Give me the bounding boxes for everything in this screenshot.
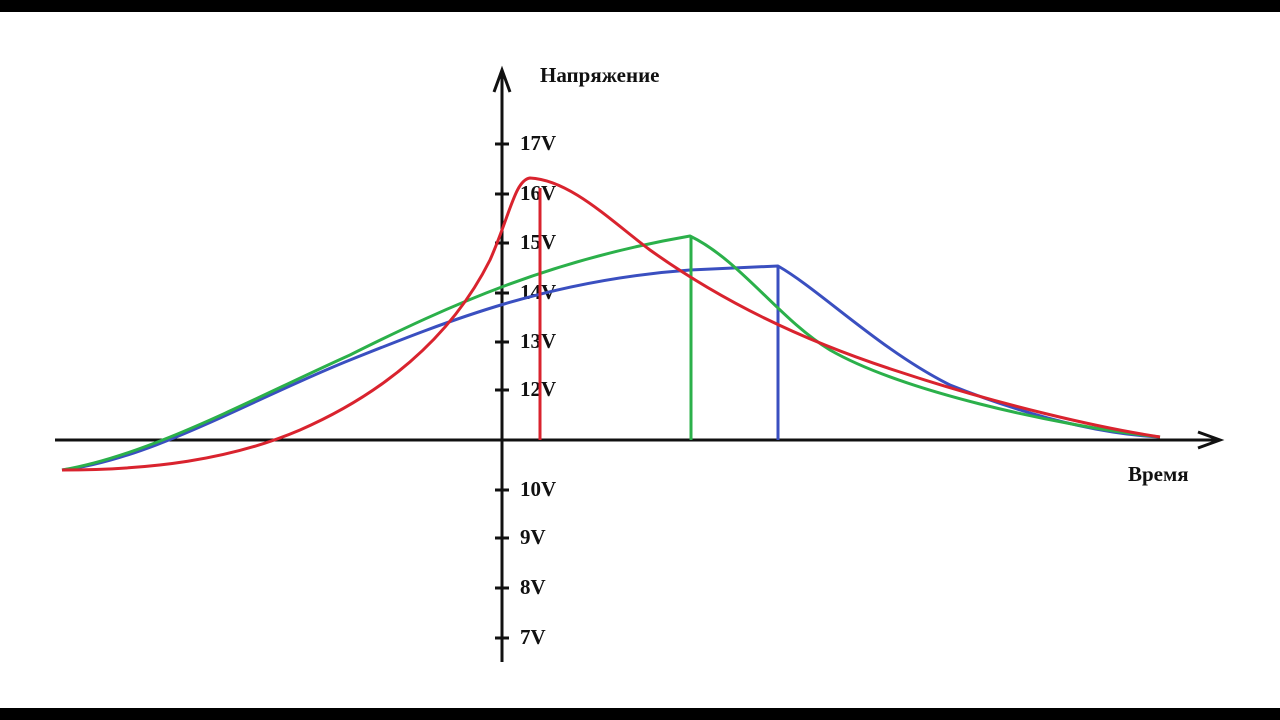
- x-arrow: [1197, 430, 1225, 450]
- tick-label: 16V: [520, 181, 556, 205]
- blue-curve: [61, 264, 1161, 472]
- y-arrow: [492, 65, 512, 93]
- top-bar: [0, 0, 1280, 12]
- tick-label: 17V: [520, 131, 556, 155]
- tick-label: 13V: [520, 329, 556, 353]
- tick-label: 15V: [520, 230, 556, 254]
- x-axis-label: Время: [1128, 462, 1189, 486]
- red-curve: [61, 176, 1161, 472]
- tick-label: 12V: [520, 377, 556, 401]
- tick-label: 9V: [520, 525, 546, 549]
- tick-label: 10V: [520, 477, 556, 501]
- y-axis-label: Напряжение: [540, 63, 660, 87]
- bottom-bar: [0, 708, 1280, 720]
- tick-label: 7V: [520, 625, 546, 649]
- tick-label: 8V: [520, 575, 546, 599]
- green-curve: [61, 234, 1161, 472]
